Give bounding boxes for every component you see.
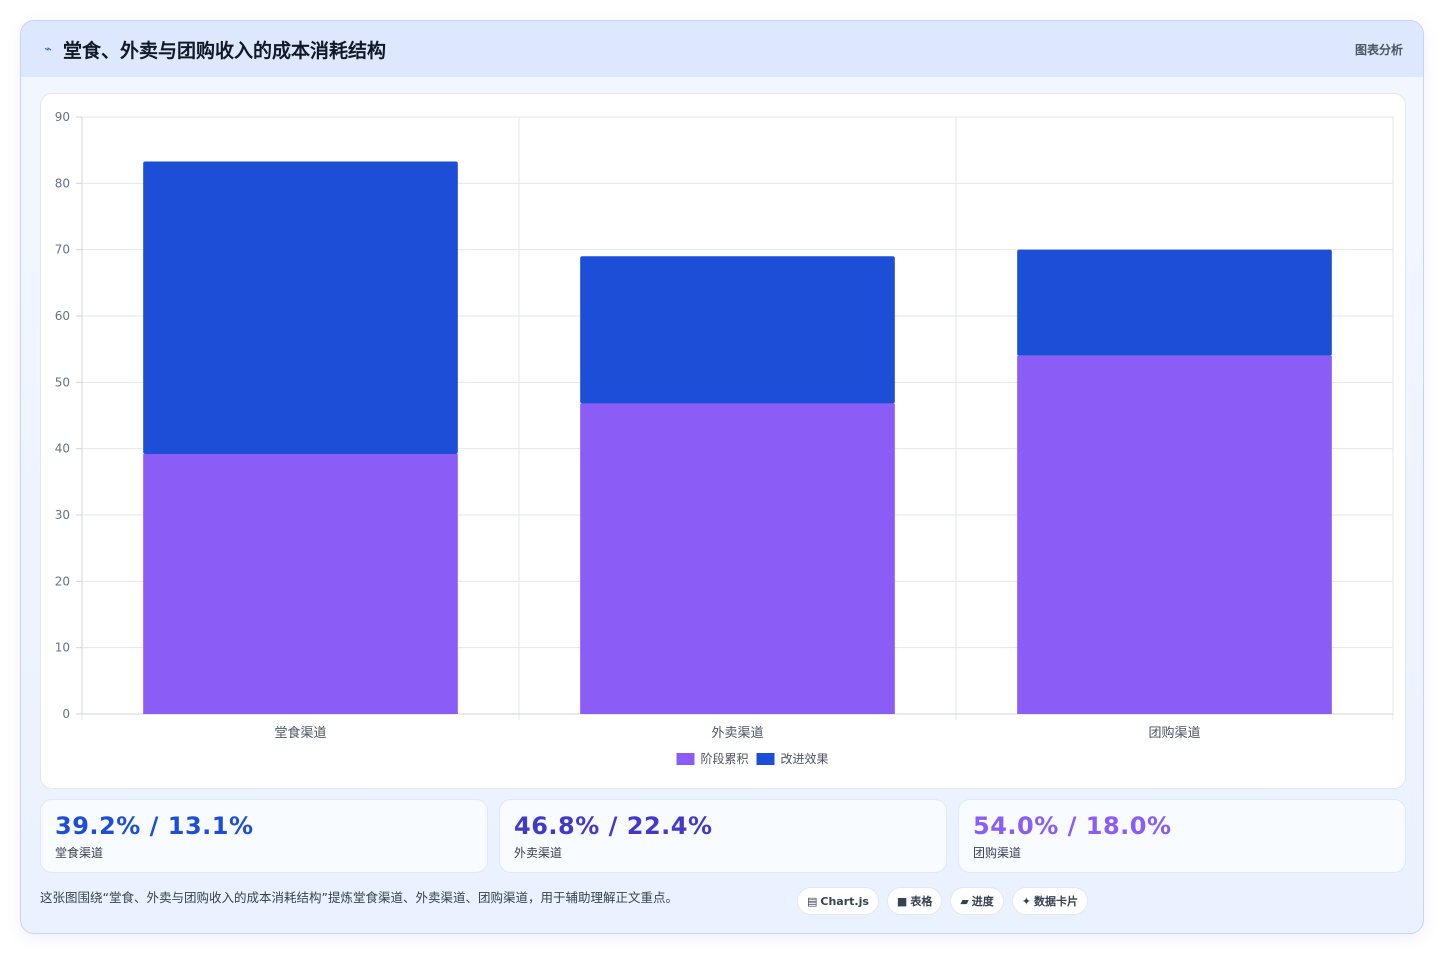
x-tick-label: 外卖渠道 xyxy=(711,726,763,741)
bar-segment xyxy=(143,161,458,454)
y-tick-label: 30 xyxy=(55,508,70,522)
sparkle-icon: ✦ xyxy=(1021,894,1032,908)
y-tick-label: 60 xyxy=(55,309,70,323)
chip-label: 进度 xyxy=(971,895,994,908)
stat-label: 堂食渠道 xyxy=(55,846,104,860)
bar-segment xyxy=(143,453,458,714)
chart-description: 这张图围绕“堂食、外卖与团购收入的成本消耗结构”提炼堂食渠道、外卖渠道、团购渠道… xyxy=(40,890,678,905)
chart-analysis-label: 图表分析 xyxy=(1354,42,1403,57)
sparkline-icon: ⌁ xyxy=(44,41,52,57)
bar-segment xyxy=(580,256,895,404)
chart-icon: ▤ xyxy=(807,894,818,908)
stat-value: 39.2% / 13.1% xyxy=(55,812,254,840)
stat-value: 46.8% / 22.4% xyxy=(514,812,713,840)
stat-card-delivery: 46.8% / 22.4% 外卖渠道 xyxy=(499,799,947,873)
y-tick-label: 70 xyxy=(55,243,70,257)
legend-label: 改进效果 xyxy=(781,751,829,766)
chip-label: Chart.js xyxy=(820,894,869,908)
chip-data-card[interactable]: ✦ 数据卡片 xyxy=(1011,887,1089,915)
y-tick-label: 90 xyxy=(55,110,70,124)
page-title: 堂食、外卖与团购收入的成本消耗结构 xyxy=(63,39,387,62)
stat-label: 团购渠道 xyxy=(973,846,1022,860)
y-tick-label: 10 xyxy=(55,641,70,655)
legend-swatch xyxy=(756,753,775,765)
stat-card-dine-in: 39.2% / 13.1% 堂食渠道 xyxy=(40,799,488,873)
bar-segment xyxy=(580,403,895,714)
y-tick-label: 80 xyxy=(55,176,70,190)
bar-segment xyxy=(1017,355,1332,714)
chip-progress[interactable]: ▰ 进度 xyxy=(950,887,1004,915)
x-tick-label: 团购渠道 xyxy=(1148,725,1200,741)
legend-label: 阶段累积 xyxy=(701,751,749,766)
chart-panel: 0 10 20 30 40 50 60 70 80 90 堂食渠道 外卖渠道 团购渠道阶段累积 改进效果 xyxy=(40,93,1406,789)
y-tick-label: 20 xyxy=(55,574,70,588)
chip-label: 数据卡片 xyxy=(1034,895,1079,908)
y-tick-label: 50 xyxy=(55,375,70,389)
x-tick-label: 堂食渠道 xyxy=(274,725,326,741)
card-header: ⌁ 堂食、外卖与团购收入的成本消耗结构 图表分析 xyxy=(21,21,1423,77)
y-tick-label: 40 xyxy=(55,442,70,456)
chart-card: ⌁ 堂食、外卖与团购收入的成本消耗结构 图表分析 0 10 20 30 40 50 60 70… xyxy=(20,20,1424,934)
chip-chartjs[interactable]: ▤ Chart.js xyxy=(797,887,879,915)
stat-label: 外卖渠道 xyxy=(514,846,563,860)
progress-icon: ▰ xyxy=(960,894,969,908)
header-title-group: ⌁ 堂食、外卖与团购收入的成本消耗结构 xyxy=(41,36,386,63)
stat-value: 54.0% / 18.0% xyxy=(973,812,1172,840)
table-icon: ■ xyxy=(896,894,908,908)
chip-label: 表格 xyxy=(910,895,933,908)
stat-card-group-buy: 54.0% / 18.0% 团购渠道 xyxy=(958,799,1406,873)
tag-chips: ▤ Chart.js ■ 表格 ▰ 进度 ✦ 数据卡片 xyxy=(797,887,1089,915)
y-tick-label: 0 xyxy=(62,707,70,721)
bar-segment xyxy=(1017,249,1332,356)
chip-table[interactable]: ■ 表格 xyxy=(886,887,943,915)
legend-swatch xyxy=(676,753,695,765)
